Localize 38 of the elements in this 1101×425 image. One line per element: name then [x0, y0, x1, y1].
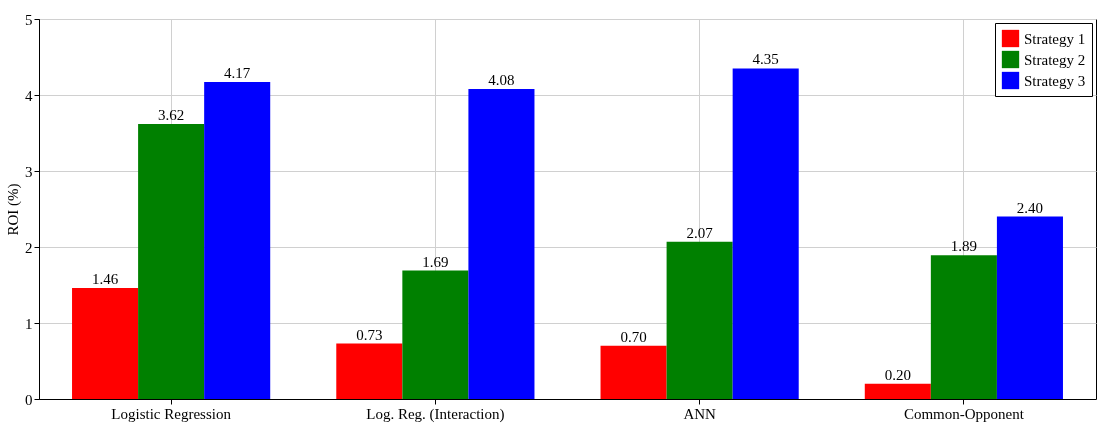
y-tick-label: 0 [25, 391, 33, 408]
x-tick-label: Common-Opponent [903, 405, 1025, 422]
bar [138, 123, 205, 399]
data-label: 2.40 [1016, 199, 1044, 216]
data-label: 0.20 [884, 366, 911, 383]
data-label: 4.17 [224, 65, 251, 82]
data-label: 0.70 [620, 328, 647, 345]
data-label: 2.07 [686, 224, 714, 241]
y-tick-label: 1 [25, 315, 33, 332]
bar [204, 82, 271, 399]
bar [336, 343, 403, 399]
data-label: 1.89 [950, 238, 977, 255]
bar [732, 68, 799, 399]
x-tick-label: Logistic Regression [111, 405, 232, 422]
bar [600, 345, 667, 399]
data-label: 1.46 [91, 271, 119, 288]
bar [402, 270, 469, 399]
y-axis-title: ROI (%) [5, 183, 22, 236]
data-label: 4.35 [752, 51, 779, 68]
bar [864, 383, 931, 399]
bar [72, 288, 139, 399]
bar [666, 241, 733, 399]
x-tick-label: Log. Reg. (Interaction) [366, 405, 505, 423]
data-label: 3.62 [158, 106, 185, 123]
data-label: 0.73 [356, 326, 383, 343]
y-tick-label: 5 [25, 11, 33, 28]
data-label: 1.69 [422, 253, 449, 270]
y-tick-label: 4 [25, 87, 33, 104]
bar [468, 88, 535, 399]
x-tick-label: ANN [683, 405, 717, 422]
bar [930, 255, 997, 399]
y-tick-label: 2 [25, 239, 33, 256]
legend-label: Strategy 1 [1024, 30, 1086, 47]
data-label: 4.08 [488, 71, 515, 88]
y-tick-label: 3 [25, 163, 33, 180]
bar [996, 216, 1063, 399]
legend-label: Strategy 2 [1024, 51, 1086, 68]
legend-label: Strategy 3 [1024, 72, 1086, 89]
